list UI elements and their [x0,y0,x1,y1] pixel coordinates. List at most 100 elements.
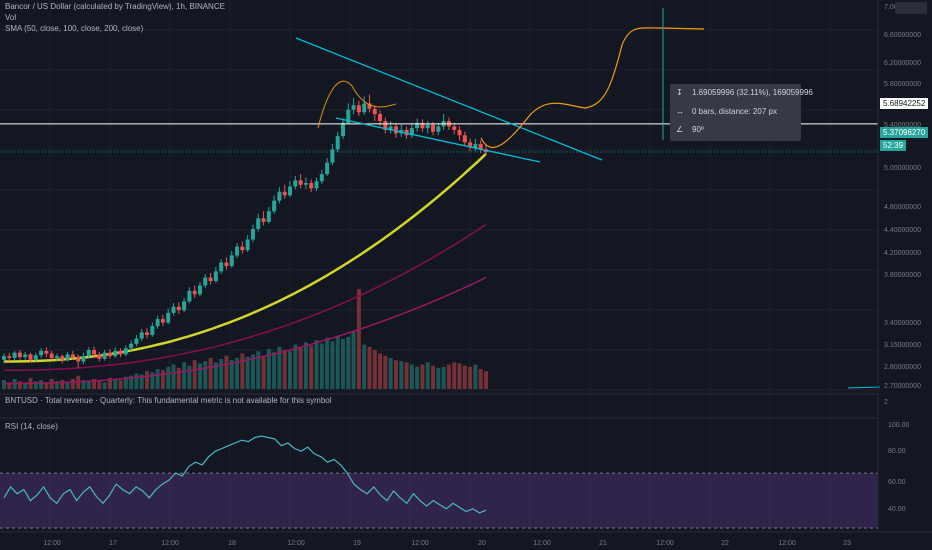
volume-bar [245,356,250,389]
volume-bar [335,335,340,389]
candle-body [107,352,112,357]
candle-body [224,262,229,267]
volume-bar [325,337,330,389]
time-tick-label: 12:00 [43,540,61,547]
candle-body [187,290,192,302]
price-tick-label: 5.00000000 [884,165,921,172]
volume-bar [240,353,245,389]
volume-bar [81,380,86,389]
candle-body [86,350,91,357]
candle-body [118,350,123,355]
candle-body [473,144,478,148]
candle-body [293,180,298,187]
candle-body [23,354,28,358]
lower-trendline [335,117,541,163]
time-tick-label: 22 [721,540,729,547]
volume-bars [2,289,488,389]
candle-body [272,200,277,212]
candle-body [97,354,102,359]
candle-body [335,136,340,150]
candle-body [468,142,473,148]
candle-body [17,352,22,358]
candle-body [409,128,414,136]
time-tick-label: 12:00 [161,540,179,547]
rsi-tick-label: 100.00 [888,422,910,429]
measure-price: 1.69059996 (32.11%), 169059996 [692,88,813,97]
volume-bar [468,366,473,389]
volume-bar [303,342,308,389]
volume-bar [229,360,234,389]
volume-bar [330,341,335,389]
bars-range-icon: ↔ [676,107,684,116]
candle-body [150,326,155,335]
candle-body [44,350,49,354]
candle-body [314,181,319,189]
candle-body [325,162,330,175]
volume-bar [293,344,298,389]
candle-body [282,191,287,196]
candle-body [139,332,144,339]
upper-trendline [295,37,603,161]
candle-body [12,352,17,358]
volume-bar [60,380,65,389]
volume-bar [277,346,282,389]
volume-bar [452,362,457,389]
volume-bar [484,371,488,389]
volume-bar [54,381,59,389]
volume-bar [150,372,155,389]
measure-angle: 90º [692,125,704,134]
candle-body [420,122,425,129]
volume-bar [457,363,462,389]
volume-bar [219,359,224,389]
candle-body [478,144,483,150]
volume-bar [213,362,218,389]
projection-path [480,27,705,149]
volume-bar [118,380,123,389]
volume-bar [266,349,271,389]
rsi-line [3,435,487,514]
volume-bar [362,344,367,389]
candle-body [197,285,202,295]
volume-bar [33,381,38,389]
rsi-band [0,472,878,529]
volume-bar [44,382,49,389]
time-tick-label: 17 [109,540,117,547]
time-tick-label: 12:00 [287,540,305,547]
top-right-button[interactable] [895,2,927,14]
volume-bar [208,357,213,389]
candle-body [235,246,240,256]
volume-bar [17,381,22,389]
candle-body [28,354,33,360]
volume-bar [478,369,483,389]
candle-body [436,126,441,132]
candle-body [129,343,134,349]
volume-bar [65,382,70,389]
volume-bar [102,382,107,389]
volume-bar [134,373,139,389]
candle-body [452,126,457,130]
volume-bar [351,331,356,389]
candle-body [60,356,65,360]
measure-tooltip: ↧ 1.69059996 (32.11%), 169059996 ↔ 0 bar… [670,84,813,141]
candle-body [208,277,213,282]
volume-bar [404,362,409,389]
vol-label: Vol [5,13,17,22]
candle-body [383,121,388,130]
candle-body [39,350,44,356]
volume-bar [261,355,266,389]
time-tick-label: 12:00 [411,540,429,547]
price-tick-label: 2 [884,399,888,406]
candle-body [182,301,187,311]
candle-body [92,350,97,355]
volume-bar [182,362,187,389]
volume-bar [123,376,128,389]
candle-body [351,105,356,110]
symbol-title: Bancor / US Dollar (calculated by Tradin… [5,2,225,11]
volume-bar [86,381,91,389]
candle-body [240,246,245,251]
candle-body [113,350,118,357]
volume-bar [425,362,430,389]
candle-body [303,182,308,185]
volume-bar [431,365,436,389]
